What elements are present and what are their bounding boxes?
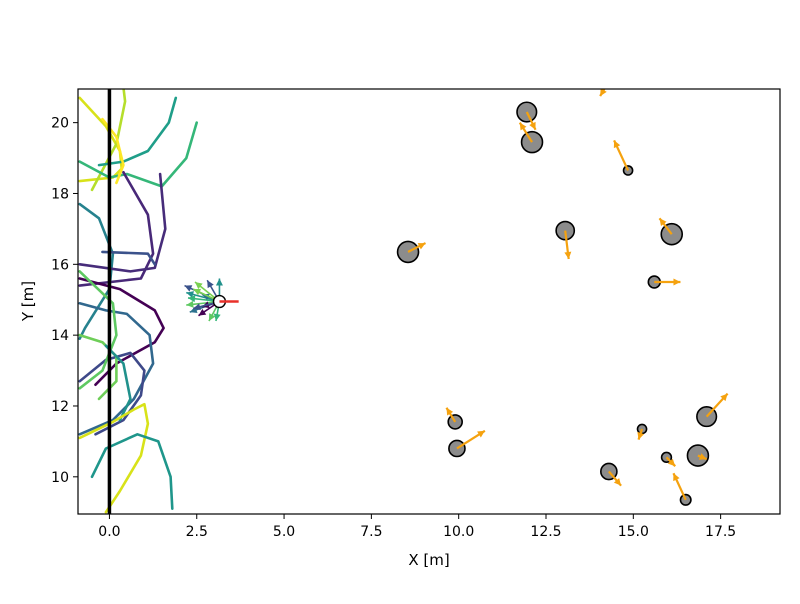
velocity-arrow-4 (658, 217, 673, 235)
velocity-arrow-13 (608, 470, 622, 487)
velocity-arrow-15 (599, 89, 607, 97)
x-tick-label: 12.5 (530, 524, 561, 540)
trajectory-14 (78, 402, 150, 514)
plot-area (78, 89, 780, 514)
velocity-arrow-8 (456, 429, 486, 450)
velocity-arrow-0 (525, 111, 537, 131)
trajectory-11 (78, 270, 118, 390)
obstacle-2 (622, 165, 634, 176)
x-tick-label: 15.0 (618, 524, 649, 540)
x-tick-label: 0.0 (98, 524, 120, 540)
y-tick-label: 16 (51, 257, 69, 273)
y-tick-label: 12 (51, 399, 69, 415)
velocity-arrow-10 (705, 392, 729, 418)
velocity-arrow-3 (564, 230, 572, 260)
x-tick-label: 7.5 (360, 524, 382, 540)
y-tick-label: 18 (51, 186, 69, 202)
y-tick-label: 20 (51, 116, 69, 132)
trajectory-3 (97, 96, 178, 167)
x-tick-label: 5.0 (273, 524, 295, 540)
y-axis: 10 12 14 16 18 20 (51, 116, 78, 486)
trajectory-2 (78, 121, 198, 188)
velocity-arrow-12 (665, 456, 677, 467)
trajectory-5 (78, 170, 155, 287)
x-axis-label: X [m] (408, 551, 449, 569)
robot-layer (184, 278, 239, 322)
y-axis-label: Y [m] (19, 281, 37, 322)
velocity-arrow-1 (518, 122, 533, 143)
velocity-arrow-11 (697, 453, 708, 461)
trajectory-1 (90, 89, 127, 192)
velocity-arrow-9 (637, 428, 645, 440)
trajectory-13 (104, 344, 132, 422)
velocity-arrow-7 (445, 407, 457, 423)
x-axis: 0.0 2.5 5.0 7.5 10.0 12.5 15.0 17.5 (98, 514, 736, 540)
y-tick-label: 14 (51, 328, 69, 344)
velocity-arrow-5 (407, 242, 427, 253)
velocity-arrow-14 (672, 472, 687, 501)
x-tick-label: 10.0 (443, 524, 474, 540)
obstacles-layer (396, 89, 729, 506)
trajectory-6 (78, 172, 167, 273)
y-tick-label: 10 (51, 470, 69, 486)
trajectory-15 (90, 433, 174, 510)
velocity-arrow-6 (654, 278, 681, 286)
x-tick-label: 17.5 (705, 524, 736, 540)
trajectory-7 (101, 250, 157, 266)
velocity-arrow-2 (613, 139, 630, 171)
plot-frame (77, 88, 781, 515)
x-tick-label: 2.5 (186, 524, 208, 540)
